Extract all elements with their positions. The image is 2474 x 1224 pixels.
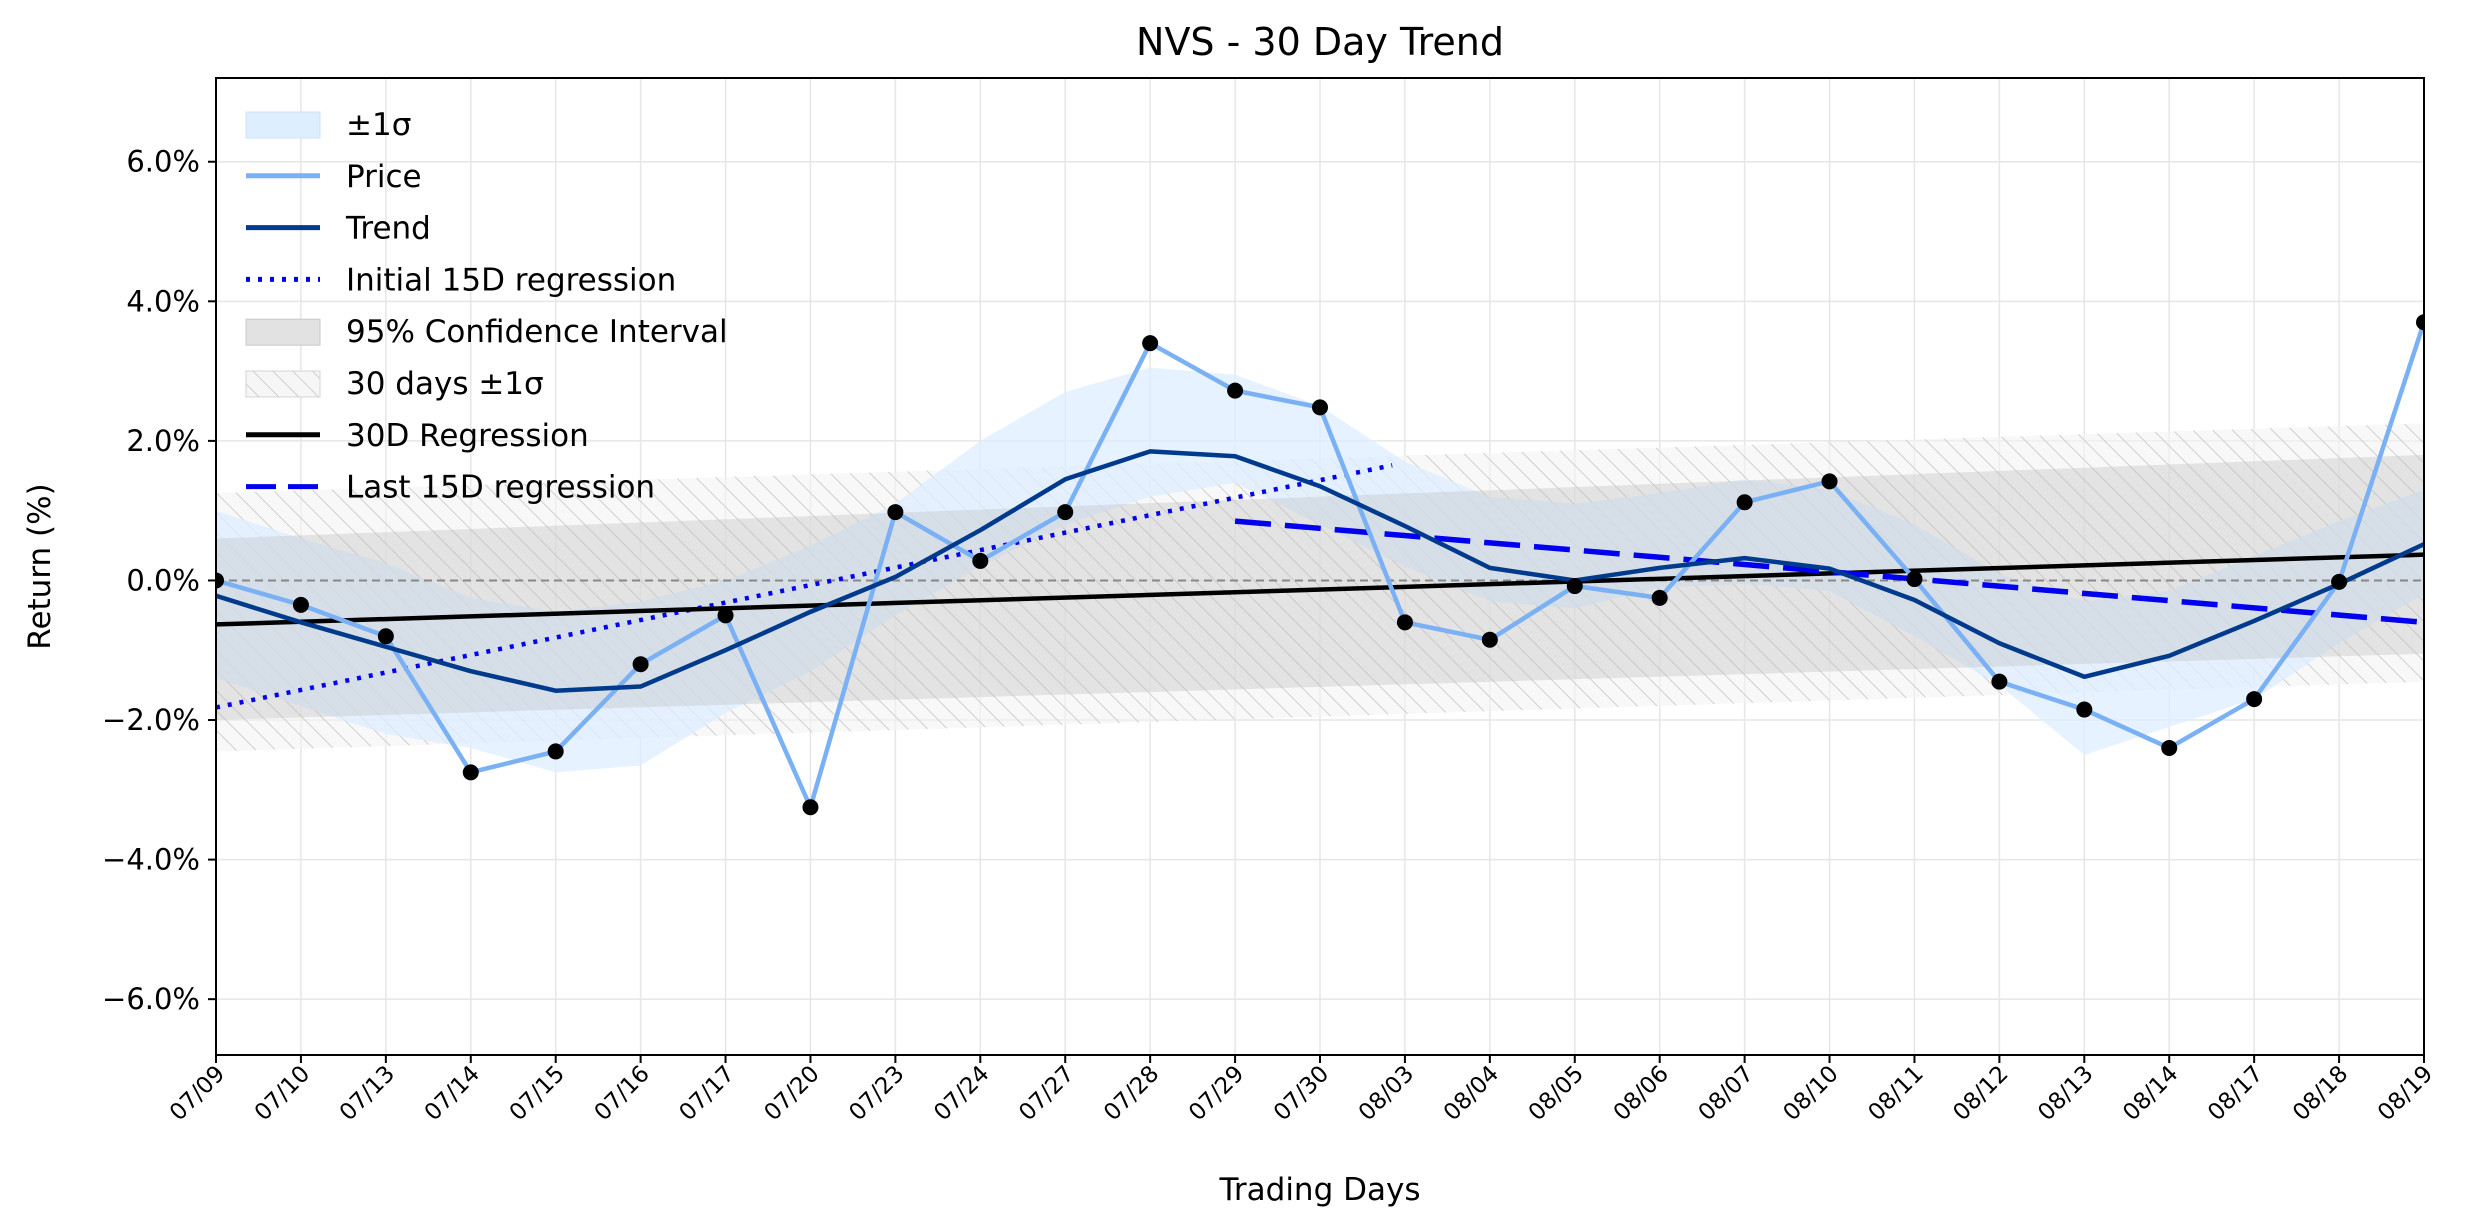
x-tick-label: 08/12 [1948, 1061, 2013, 1126]
x-tick-label: 07/24 [929, 1061, 994, 1126]
y-tick-label: 0.0% [126, 563, 200, 597]
y-tick-label: 4.0% [126, 284, 200, 318]
price-point [972, 552, 989, 569]
price-point [887, 504, 904, 521]
x-tick-label: 08/07 [1694, 1061, 1759, 1126]
price-point [2246, 691, 2263, 708]
legend: ±1σ Price Trend Initial 15D regression 95% C… [245, 107, 728, 506]
price-point [1821, 473, 1838, 490]
x-tick-label: 07/09 [165, 1061, 230, 1126]
x-tick-label: 07/16 [590, 1061, 655, 1126]
x-tick-label: 07/28 [1099, 1061, 1164, 1126]
x-tick-label: 07/17 [675, 1061, 740, 1126]
x-tick-label: 08/17 [2203, 1061, 2268, 1126]
legend-item: Initial 15D regression [246, 262, 676, 298]
band-sigma [216, 367, 2424, 773]
initial-15d-regression-line [216, 463, 1393, 710]
price-point [1142, 335, 1159, 352]
legend-item: 30D Regression [246, 418, 589, 454]
legend-item: ±1σ [245, 107, 411, 143]
price-point [1906, 571, 1923, 588]
x-tick-label: 08/19 [2373, 1061, 2438, 1126]
price-point [1312, 399, 1328, 416]
x-tick-label: 08/05 [1524, 1061, 1589, 1126]
legend-label: 30 days ±1σ [346, 366, 544, 402]
x-tick-label: 08/11 [1863, 1061, 1928, 1126]
price-point [2331, 573, 2348, 590]
chart-title: NVS - 30 Day Trend [1136, 20, 1504, 64]
price-point [2161, 739, 2178, 756]
legend-swatch [245, 318, 321, 346]
legend-label: Price [346, 159, 422, 195]
price-point [1481, 631, 1498, 648]
x-tick-label: 08/18 [2288, 1061, 2353, 1126]
price-point [2416, 314, 2424, 331]
series-layer [216, 314, 2424, 816]
x-tick-label: 08/04 [1439, 1061, 1504, 1126]
x-tick-label: 07/15 [505, 1061, 570, 1126]
price-point [377, 628, 394, 645]
x-tick-label: 07/27 [1014, 1061, 1079, 1126]
x-tick-label: 08/03 [1354, 1061, 1419, 1126]
y-tick-label: −4.0% [102, 843, 200, 877]
y-axis-title: Return (%) [22, 483, 58, 649]
x-tick-label: 08/13 [2033, 1061, 2098, 1126]
price-point [632, 656, 649, 673]
price-point [1991, 673, 2008, 690]
price-point [717, 607, 734, 624]
legend-item: 95% Confidence Interval [245, 314, 728, 350]
price-point [1227, 382, 1244, 399]
legend-label: 95% Confidence Interval [346, 314, 728, 350]
x-tick-label: 07/30 [1269, 1061, 1334, 1126]
price-point [462, 764, 479, 781]
x-tick-label: 08/06 [1609, 1061, 1674, 1126]
30d-regression-line [216, 552, 2424, 627]
price-point [1736, 494, 1753, 511]
legend-item: Trend [246, 211, 431, 247]
price-point [1566, 578, 1583, 595]
legend-swatch [246, 371, 320, 397]
x-tick-label: 08/10 [1779, 1061, 1844, 1126]
price-point [1396, 614, 1413, 631]
price-point [802, 799, 819, 816]
price-point [1057, 504, 1074, 521]
x-tick-label: 07/10 [250, 1061, 315, 1126]
legend-item: Price [246, 159, 422, 195]
price-point [216, 572, 224, 589]
price-point [292, 596, 309, 613]
x-axis-title: Trading Days [1219, 1172, 1421, 1208]
y-tick-label: 2.0% [126, 424, 200, 458]
price-point [2076, 701, 2093, 718]
legend-label: Last 15D regression [346, 470, 655, 506]
x-tick-label: 07/23 [844, 1061, 909, 1126]
y-tick-label: 6.0% [126, 145, 200, 179]
price-point [1651, 589, 1668, 606]
y-tick-label: −2.0% [102, 703, 200, 737]
legend-swatch [245, 111, 321, 139]
legend-label: Initial 15D regression [346, 262, 676, 298]
x-tick-label: 07/14 [420, 1061, 485, 1126]
legend-label: 30D Regression [346, 418, 589, 454]
x-tick-label: 07/29 [1184, 1061, 1249, 1126]
legend-item: Last 15D regression [246, 470, 655, 506]
y-tick-label: −6.0% [102, 982, 200, 1016]
legend-label: ±1σ [346, 107, 411, 143]
x-tick-label: 07/13 [335, 1061, 400, 1126]
legend-label: Trend [345, 211, 431, 247]
x-tick-label: 07/20 [759, 1061, 824, 1126]
trend-line [216, 449, 2424, 693]
price-point [547, 743, 564, 760]
x-tick-label: 08/14 [2118, 1061, 2183, 1126]
legend-item: 30 days ±1σ [245, 366, 544, 402]
